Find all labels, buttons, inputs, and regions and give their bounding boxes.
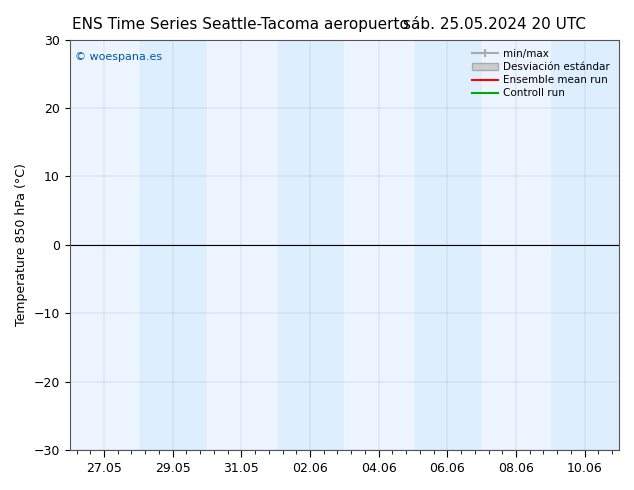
Text: © woespana.es: © woespana.es [75,52,162,62]
Bar [207,40,276,450]
Bar [344,40,413,450]
Y-axis label: Temperature 850 hPa (°C): Temperature 850 hPa (°C) [15,164,28,326]
Bar [70,40,138,450]
Legend: min/max, Desviación estándar, Ensemble mean run, Controll run: min/max, Desviación estándar, Ensemble m… [467,45,614,102]
Text: sáb. 25.05.2024 20 UTC: sáb. 25.05.2024 20 UTC [403,17,586,32]
Text: ENS Time Series Seattle-Tacoma aeropuerto: ENS Time Series Seattle-Tacoma aeropuert… [72,17,410,32]
Bar [482,40,550,450]
